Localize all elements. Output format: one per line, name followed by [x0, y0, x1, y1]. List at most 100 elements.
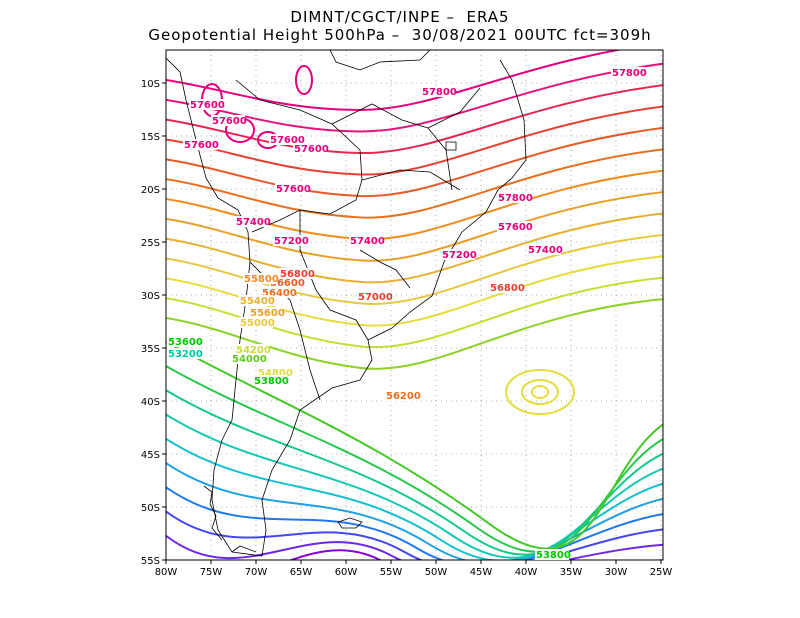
lat-tick-label: 40S — [141, 397, 160, 408]
contour-label: 57600 — [184, 140, 219, 151]
lon-tick-label: 75W — [200, 567, 223, 578]
contour-label-bg — [497, 192, 531, 203]
contour-label: 57600 — [276, 184, 311, 195]
lon-tick-label: 65W — [290, 567, 313, 578]
closed-contour — [531, 385, 549, 399]
contour-label-bg — [385, 390, 419, 401]
contour-label-bg — [189, 99, 223, 110]
contour-label: 55600 — [250, 308, 285, 319]
contour-label-bg — [231, 353, 265, 364]
lon-tick-label: 60W — [335, 567, 358, 578]
contour-line — [166, 510, 663, 560]
contour-line — [166, 389, 663, 556]
contour-label-bg — [497, 221, 531, 232]
contour-label: 57400 — [350, 236, 385, 247]
contour-label-bg — [349, 235, 383, 246]
contour-label: 57000 — [358, 292, 393, 303]
closed-contour — [295, 65, 313, 95]
chart-title-line2: Geopotential Height 500hPa – 30/08/2021 … — [148, 26, 652, 44]
contour-label-bg — [269, 277, 303, 288]
contour-label-bg — [257, 367, 291, 378]
contour-line — [166, 191, 663, 262]
chart-title-line1: DIMNT/CGCT/INPE – ERA5 — [290, 8, 510, 26]
contour-label: 57800 — [422, 87, 457, 98]
contour-label: 55800 — [244, 274, 279, 285]
contour-label: 56200 — [386, 391, 421, 402]
contour-label: 55400 — [240, 296, 275, 307]
lon-tick-label: 80W — [155, 567, 178, 578]
contour-label: 57400 — [528, 245, 563, 256]
contour-label-bg — [235, 344, 269, 355]
contour-label-bg — [269, 134, 303, 145]
contour-line — [166, 84, 663, 154]
lon-tick-label: 45W — [470, 567, 493, 578]
contour-label-bg — [183, 139, 217, 150]
contour-line — [166, 486, 663, 560]
lat-tick-label: 45S — [141, 450, 160, 461]
contour-label-bg — [273, 235, 307, 246]
contour-label-bg — [357, 291, 391, 302]
contour-label-bg — [489, 282, 523, 293]
contour-label: 53800 — [536, 550, 571, 561]
lat-tick-label: 15S — [141, 132, 160, 143]
contour-label-bg — [441, 249, 475, 260]
contour-line — [166, 340, 663, 550]
contour-label-bg — [535, 549, 569, 560]
contour-label-bg — [421, 86, 455, 97]
contour-line — [166, 50, 623, 112]
lat-tick-label: 30S — [141, 291, 160, 302]
contour-label: 53600 — [168, 337, 203, 348]
contour-line — [166, 234, 663, 305]
contour-line — [166, 413, 663, 559]
closed-contour — [505, 369, 575, 415]
contour-label-bg — [293, 143, 327, 154]
contour-line — [166, 276, 663, 349]
lon-tick-label: 40W — [515, 567, 538, 578]
contour-label-bg — [527, 244, 561, 255]
lat-tick-label: 20S — [141, 185, 160, 196]
contour-label-bg — [253, 375, 287, 386]
contour-label: 57400 — [236, 217, 271, 228]
contour-label: 56800 — [490, 283, 525, 294]
contour-label: 57600 — [270, 135, 305, 146]
contour-label-bg — [249, 307, 283, 318]
lon-tick-label: 70W — [245, 567, 268, 578]
height-contours — [166, 50, 663, 560]
lon-tick-label: 30W — [605, 567, 628, 578]
contour-label: 57600 — [294, 144, 329, 155]
lon-tick-label: 25W — [650, 567, 673, 578]
contour-label-bg — [261, 287, 295, 298]
contour-label: 57600 — [212, 116, 247, 127]
contour-label-bg — [167, 348, 201, 359]
contour-label: 54000 — [232, 354, 267, 365]
contour-label: 53200 — [168, 349, 203, 360]
lat-tick-label: 25S — [141, 238, 160, 249]
contour-label: 57200 — [274, 236, 309, 247]
contour-label: 57200 — [442, 250, 477, 261]
contour-label: 56800 — [280, 269, 315, 280]
contour-label-bg — [275, 183, 309, 194]
contour-line — [166, 62, 663, 133]
contour-label: 55000 — [240, 318, 275, 329]
plot-border — [165, 49, 664, 561]
contour-label-bg — [243, 273, 277, 284]
contour-line — [166, 126, 663, 197]
contour-label: 57600 — [498, 222, 533, 233]
longitude-axis: 80W 75W 70W 65W 60W 55W 50W 45W 40W 35W 30W 25W — [155, 560, 673, 578]
contour-line — [166, 255, 663, 327]
contour-label: 56400 — [262, 288, 297, 299]
lon-tick-label: 50W — [425, 567, 448, 578]
contour-line — [166, 212, 663, 284]
lat-tick-label: 10S — [141, 79, 160, 90]
closed-contour — [521, 379, 559, 405]
lat-tick-label: 55S — [141, 556, 160, 567]
lat-tick-label: 50S — [141, 503, 160, 514]
contour-line — [166, 148, 663, 219]
lon-tick-label: 35W — [560, 567, 583, 578]
contour-label: 57600 — [190, 100, 225, 111]
contour-label-bg — [279, 268, 313, 279]
contour-label-bg — [239, 295, 273, 306]
contour-label: 56600 — [270, 278, 305, 289]
